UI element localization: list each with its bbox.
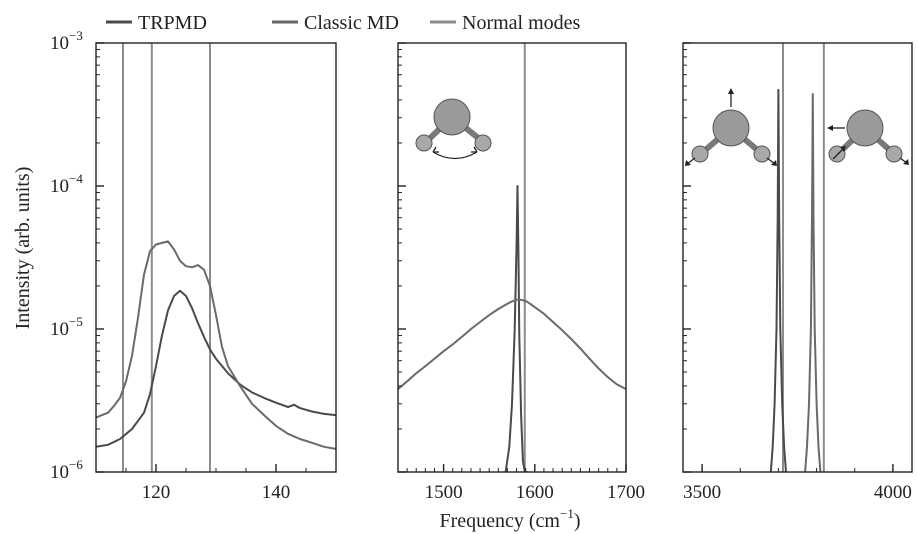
x-tick-label: 1600 — [516, 482, 554, 503]
x-tick-label: 3500 — [683, 482, 721, 503]
y-tick-label-1e-4: 10−4 — [50, 171, 83, 197]
x-axis-label: Frequency (cm−1) — [439, 506, 580, 532]
series-line-classic-md — [96, 240, 336, 450]
legend-label-trpmd: TRPMD — [138, 12, 207, 34]
legend: TRPMD Classic MD Normal modes — [106, 12, 581, 34]
series-line-trpmd — [96, 289, 336, 448]
y-axis-label: Intensity (arb. units) — [12, 167, 34, 330]
panel-middle: 1500 1600 1700 — [397, 42, 645, 503]
series-line-trpmd — [769, 88, 787, 472]
molecule-asymmetric-stretch-icon — [827, 109, 909, 165]
x-tick-label: 140 — [262, 482, 291, 503]
series-line-classic-md — [398, 298, 626, 390]
molecule-symmetric-stretch-icon — [685, 88, 777, 166]
y-tick-labels: 10−3 10−4 10−5 10−6 — [50, 28, 83, 483]
panel-left: 120 140 — [95, 42, 337, 503]
legend-label-normal-modes: Normal modes — [462, 12, 581, 34]
series-line-classic-md — [804, 93, 822, 472]
series-line-trpmd — [504, 185, 528, 472]
x-tick-label: 4000 — [874, 482, 912, 503]
y-tick-label-1e-5: 10−5 — [50, 314, 83, 340]
panel-right: 3500 4000 — [682, 42, 913, 503]
x-tick-label: 1500 — [425, 482, 463, 503]
panel-frame — [682, 42, 913, 473]
legend-label-classic-md: Classic MD — [304, 12, 399, 34]
y-tick-label-1e-6: 10−6 — [50, 457, 83, 483]
panel-frame — [397, 42, 627, 473]
x-tick-label: 120 — [142, 482, 171, 503]
y-tick-label-1e-3: 10−3 — [50, 28, 83, 54]
molecule-bend-icon — [415, 98, 492, 160]
x-tick-label: 1700 — [607, 482, 645, 503]
